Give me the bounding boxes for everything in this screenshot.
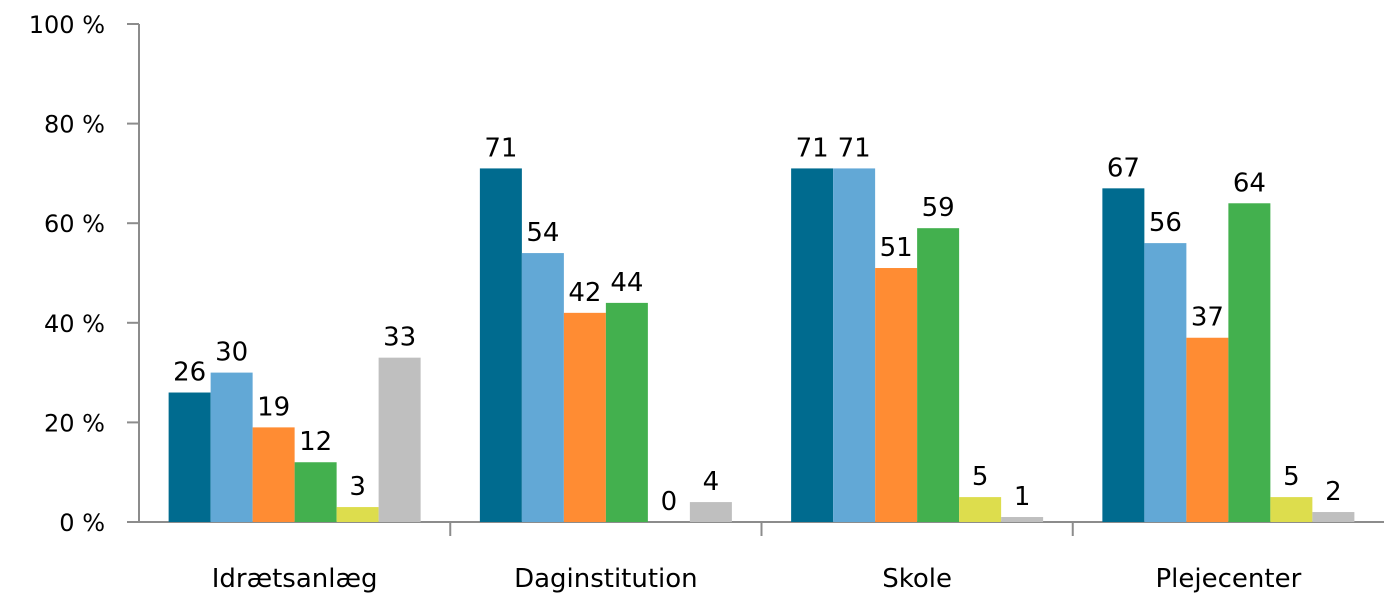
bar [959, 497, 1002, 522]
category-label: Skole [882, 564, 952, 593]
bar [791, 168, 834, 523]
y-tick-label: 0 % [59, 509, 105, 537]
data-label: 71 [796, 133, 829, 163]
bar [563, 312, 606, 522]
bar [833, 168, 876, 523]
x-ticks [449, 522, 1074, 536]
y-tick-label: 80 % [44, 111, 105, 139]
bar [917, 228, 960, 522]
data-label: 33 [383, 323, 416, 353]
bar [1144, 243, 1187, 522]
bar [1228, 203, 1271, 522]
bar [605, 302, 648, 522]
y-ticks: 0 % 20 % 40 % 60 % 80 % 100 % [29, 11, 139, 537]
y-tick-label: 60 % [44, 210, 105, 238]
bar [252, 427, 295, 522]
bar [479, 168, 522, 523]
data-label: 44 [610, 268, 643, 298]
data-label: 5 [1283, 462, 1300, 492]
data-label: 56 [1149, 208, 1182, 238]
category-label: Idrætsanlæg [212, 564, 378, 593]
bar [1186, 337, 1229, 522]
data-label: 42 [568, 278, 601, 308]
bar [1102, 188, 1145, 522]
data-label: 1 [1014, 482, 1031, 512]
data-label: 26 [173, 358, 206, 388]
bar [1001, 517, 1044, 522]
data-label: 51 [880, 233, 913, 263]
category-label: Daginstitution [514, 564, 698, 593]
category-labels: Idrætsanlæg Daginstitution Skole Plejecente… [212, 564, 1302, 593]
bar [378, 357, 421, 522]
bar [689, 502, 732, 522]
bar [168, 392, 211, 522]
y-tick-label: 20 % [44, 409, 105, 437]
data-label: 0 [661, 487, 678, 517]
bars [168, 168, 1355, 523]
data-label: 54 [526, 218, 559, 248]
data-label: 30 [215, 338, 248, 368]
bar [294, 462, 337, 522]
data-label: 2 [1325, 477, 1342, 507]
data-label: 19 [257, 392, 290, 422]
data-label: 3 [349, 472, 366, 502]
bar [1270, 497, 1313, 522]
data-label: 37 [1191, 303, 1224, 333]
data-label: 67 [1107, 153, 1140, 183]
bar [1312, 512, 1355, 522]
data-label: 64 [1233, 168, 1266, 198]
data-label: 59 [922, 193, 955, 223]
data-label: 12 [299, 427, 332, 457]
y-tick-label: 40 % [44, 310, 105, 338]
data-label: 4 [703, 467, 720, 497]
data-label: 71 [838, 133, 871, 163]
category-label: Plejecenter [1155, 564, 1301, 593]
bar [210, 372, 253, 522]
data-label: 71 [484, 133, 517, 163]
bar [336, 507, 379, 522]
y-tick-label: 100 % [29, 11, 105, 39]
data-label: 5 [972, 462, 989, 492]
bar [521, 253, 564, 522]
bar [875, 268, 918, 522]
